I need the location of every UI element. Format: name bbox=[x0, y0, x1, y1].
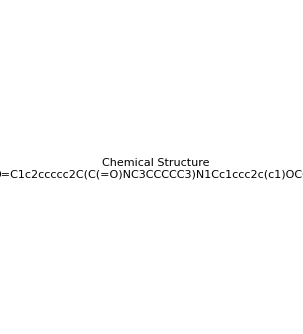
Text: Chemical Structure
O=C1c2ccccc2C(C(=O)NC3CCCCC3)N1Cc1ccc2c(c1)OCO2: Chemical Structure O=C1c2ccccc2C(C(=O)NC… bbox=[0, 158, 303, 179]
